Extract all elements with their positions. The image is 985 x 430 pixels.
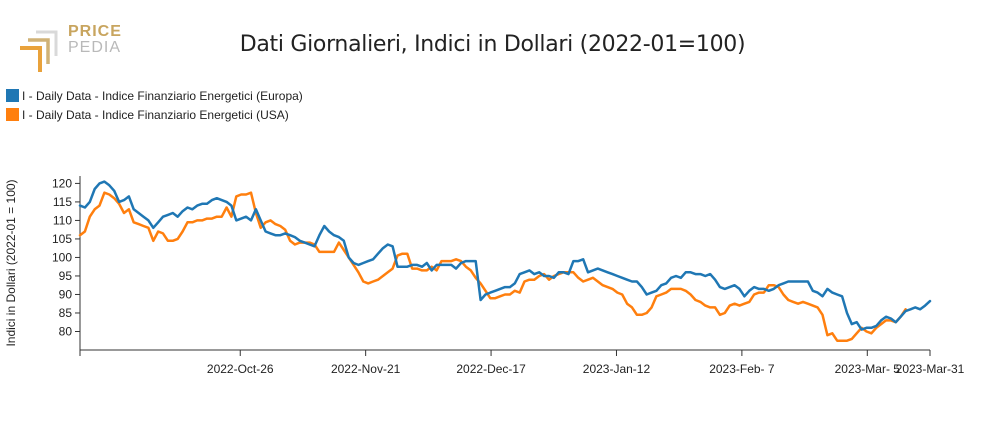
logo-text-pedia: PEDIA (68, 39, 122, 56)
y-axis-title: Indici in Dollari (2022-01 = 100) (4, 179, 18, 346)
legend-label-europa: I - Daily Data - Indice Finanziario Ener… (22, 88, 303, 103)
chart-title: Dati Giornalieri, Indici in Dollari (202… (239, 32, 746, 57)
y-tick-label: 105 (52, 232, 72, 246)
legend-item-usa[interactable]: I - Daily Data - Indice Finanziario Ener… (6, 105, 303, 124)
legend-label-usa: I - Daily Data - Indice Finanziario Ener… (22, 107, 289, 122)
legend: I - Daily Data - Indice Finanziario Ener… (6, 86, 303, 124)
x-tick-label: 2022-Oct-26 (207, 362, 274, 376)
x-tick-label: 2023-Mar- 5 (835, 362, 901, 376)
legend-swatch-usa (6, 108, 19, 121)
y-tick-label: 90 (59, 287, 73, 301)
y-tick-label: 85 (59, 306, 73, 320)
y-tick-label: 110 (53, 213, 72, 227)
x-tick-label: 2023-Mar-31 (896, 362, 965, 376)
x-tick-label: 2023-Jan-12 (583, 362, 651, 376)
logo-mark-icon (20, 30, 58, 72)
y-tick-label: 100 (52, 250, 72, 264)
y-tick-label: 95 (59, 269, 73, 283)
pricepedia-logo: PRICE PEDIA (18, 24, 128, 74)
series-line-europa (78, 180, 932, 331)
x-tick-label: 2022-Nov-21 (331, 362, 401, 376)
y-tick-label: 120 (52, 176, 72, 190)
legend-item-europa[interactable]: I - Daily Data - Indice Finanziario Ener… (6, 86, 303, 105)
x-tick-label: 2023-Feb- 7 (709, 362, 775, 376)
series-line-usa (78, 191, 907, 342)
x-tick-label: 2022-Dec-17 (456, 362, 526, 376)
legend-swatch-europa (6, 89, 19, 102)
y-tick-label: 115 (53, 195, 72, 209)
logo-text-price: PRICE (68, 23, 122, 40)
y-tick-label: 80 (59, 324, 73, 338)
